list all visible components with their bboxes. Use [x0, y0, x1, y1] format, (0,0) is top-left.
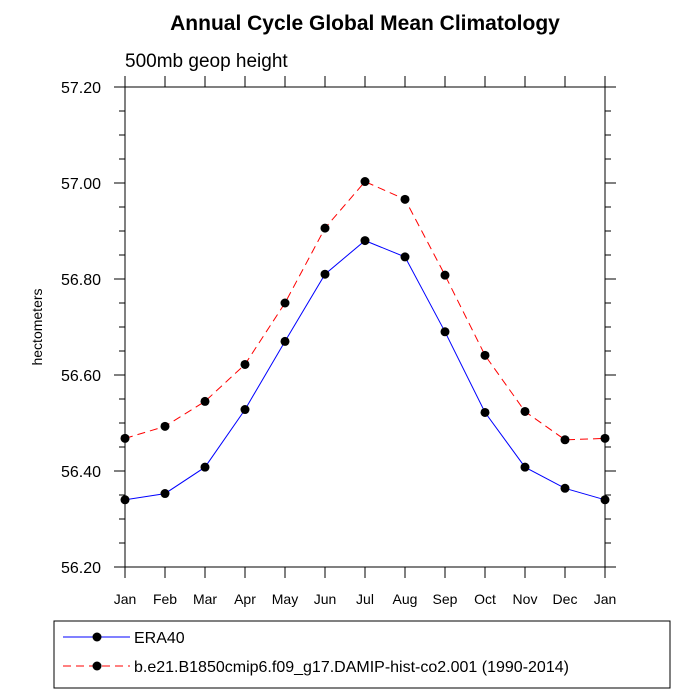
legend-marker-era40 — [92, 632, 102, 642]
chart-title: Annual Cycle Global Mean Climatology — [170, 12, 560, 35]
series-line-0 — [124, 240, 606, 501]
x-tick-label: Apr — [234, 591, 256, 607]
x-tick-label: Jan — [594, 591, 617, 607]
x-tick-label: Aug — [393, 591, 418, 607]
data-point-series-0 — [560, 483, 570, 493]
data-point-series-0 — [120, 495, 130, 505]
y-axis-label: hectometers — [29, 288, 45, 365]
data-point-series-0 — [200, 462, 210, 472]
x-tick-label: May — [272, 591, 298, 607]
legend-label-model: b.e21.B1850cmip6.f09_g17.DAMIP-hist-co2.… — [134, 659, 569, 676]
data-point-series-1 — [520, 406, 530, 416]
x-tick-label: Dec — [553, 591, 578, 607]
data-point-series-1 — [320, 223, 330, 233]
y-tick-label: 57.00 — [61, 176, 101, 193]
data-point-series-1 — [160, 421, 170, 431]
x-tick-label: Jun — [314, 591, 337, 607]
x-tick-label: Nov — [513, 591, 538, 607]
data-point-series-1 — [560, 435, 570, 445]
data-point-series-1 — [280, 298, 290, 308]
data-point-series-0 — [600, 495, 610, 505]
x-tick-label: Oct — [474, 591, 496, 607]
data-point-series-0 — [400, 252, 410, 262]
y-tick-label: 56.60 — [61, 368, 101, 385]
data-point-series-0 — [440, 327, 450, 337]
data-point-series-1 — [240, 359, 250, 369]
data-point-series-0 — [280, 336, 290, 346]
data-point-series-1 — [600, 433, 610, 443]
data-point-series-0 — [320, 269, 330, 279]
x-tick-label: Mar — [193, 591, 217, 607]
series-line-1 — [124, 180, 606, 441]
y-tick-label: 56.20 — [61, 560, 101, 577]
data-point-series-0 — [160, 489, 170, 499]
x-tick-label: Sep — [433, 591, 458, 607]
data-point-series-1 — [200, 396, 210, 406]
data-point-series-0 — [520, 462, 530, 472]
chart-subtitle: 500mb geop height — [125, 51, 288, 72]
data-point-series-1 — [480, 350, 490, 360]
data-point-series-0 — [360, 236, 370, 246]
data-point-series-1 — [360, 177, 370, 187]
plot-area: 56.20 56.40 56.60 56.80 57.00 57.20 Jan Feb Mar A… — [61, 76, 616, 607]
data-point-series-1 — [120, 433, 130, 443]
x-tick-label: Jul — [356, 591, 374, 607]
legend-box — [53, 620, 671, 689]
data-point-series-1 — [400, 194, 410, 204]
y-tick-label: 56.80 — [61, 272, 101, 289]
data-point-series-0 — [480, 407, 490, 417]
y-tick-label: 56.40 — [61, 464, 101, 481]
x-tick-label: Jan — [114, 591, 137, 607]
plot-frame — [124, 86, 606, 568]
legend-marker-model — [92, 661, 102, 671]
data-point-series-0 — [240, 405, 250, 415]
legend-label-era40: ERA40 — [134, 630, 185, 647]
data-point-series-1 — [440, 270, 450, 280]
y-tick-label: 57.20 — [61, 80, 101, 97]
x-tick-label: Feb — [153, 591, 177, 607]
